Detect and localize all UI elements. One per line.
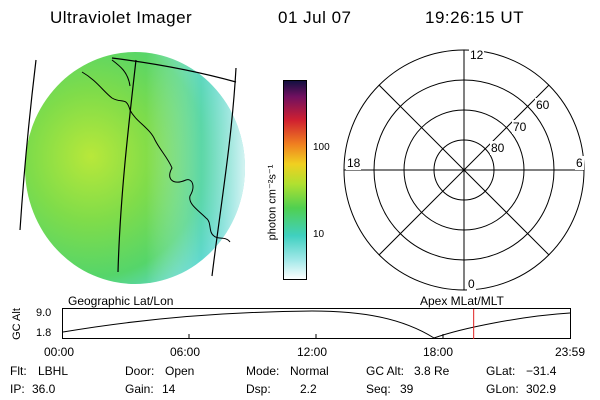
timeline-xtick-4: 23:59 [555, 345, 586, 359]
info-gain-value: 14 [162, 382, 176, 396]
uv-image-panel [19, 52, 245, 284]
polar-lat-70: 70 [512, 120, 528, 134]
colorbar-tick-100: 100 [313, 142, 330, 153]
info-flt-value: LBHL [38, 364, 69, 378]
info-gain-label: Gain: [125, 382, 154, 396]
info-door-value: Open [165, 364, 195, 378]
info-door-label: Door: [125, 364, 155, 378]
timeline-ticks [188, 334, 444, 339]
meridian-line [211, 67, 237, 277]
colorbar [283, 80, 307, 280]
polar-label-6: 6 [575, 156, 584, 170]
timeline-xtick-0: 00:00 [44, 345, 75, 359]
info-glon-label: GLon: [486, 382, 519, 396]
polar-label-0: 0 [467, 277, 476, 291]
info-gcalt-label: GC Alt: [366, 364, 405, 378]
timeline-xtick-3: 18:00 [423, 345, 454, 359]
timeline-left-title: Geographic Lat/Lon [68, 294, 174, 308]
coastline-north [111, 59, 131, 87]
polar-lat-60: 60 [535, 98, 551, 112]
latitude-line [111, 57, 237, 83]
timeline-xtick-2: 12:00 [297, 345, 328, 359]
info-ip-value: 36.0 [32, 382, 56, 396]
info-gcalt-value: 3.8 Re [414, 364, 450, 378]
timeline-ytick-1-8: 1.8 [36, 327, 52, 339]
polar-lat-80: 80 [490, 141, 506, 155]
altitude-curve [62, 310, 571, 339]
coastline [81, 71, 231, 243]
info-flt-label: Flt: [10, 364, 27, 378]
info-seq-value: 39 [400, 382, 414, 396]
colorbar-tick-10: 10 [313, 229, 325, 240]
info-seq-label: Seq: [366, 382, 391, 396]
colorbar-label: photon cm⁻²s⁻¹ [266, 164, 279, 241]
polar-label-12: 12 [469, 48, 485, 62]
info-mode-value: Normal [290, 364, 329, 378]
info-glat-label: GLat: [486, 364, 516, 378]
info-dsp-label: Dsp: [246, 382, 271, 396]
meridian-line [117, 59, 137, 273]
timeline-ytick-9: 9.0 [36, 307, 52, 319]
time-label: 19:26:15 UT [425, 8, 525, 27]
date-label: 01 Jul 07 [278, 8, 352, 27]
info-ip-label: IP: [10, 382, 25, 396]
info-mode-label: Mode: [246, 364, 280, 378]
timeline-ylabel: GC Alt [11, 308, 23, 340]
info-glon-value: 302.9 [526, 382, 557, 396]
earth-disk-limb [25, 52, 245, 284]
polar-plot [343, 49, 585, 291]
app-title: Ultraviolet Imager [50, 8, 193, 27]
timeline-right-title: Apex MLat/MLT [420, 294, 504, 308]
timeline-plot [62, 308, 571, 339]
info-dsp-value: 2.2 [300, 382, 317, 396]
timeline-xtick-1: 06:00 [170, 345, 201, 359]
info-glat-value: −31.4 [526, 364, 557, 378]
polar-label-18: 18 [346, 156, 362, 170]
meridian-line [19, 59, 37, 231]
